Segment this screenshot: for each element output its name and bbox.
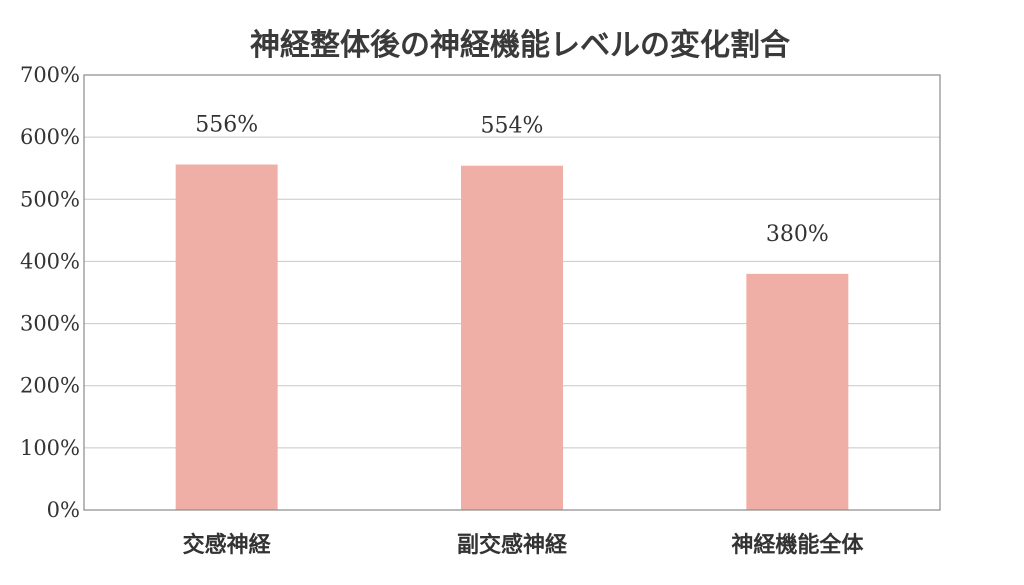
data-label-layer: 556% 554% 380%	[195, 112, 829, 246]
y-tick-label: 400%	[20, 249, 80, 273]
y-tick-label: 700%	[20, 63, 80, 87]
y-tick-label: 200%	[20, 374, 80, 398]
y-tick-label: 0%	[47, 498, 80, 522]
bar	[746, 273, 849, 510]
bar-layer	[175, 164, 849, 510]
chart-title: 神経整体後の神経機能レベルの変化割合	[250, 28, 790, 63]
bar	[461, 165, 563, 510]
y-axis: 0% 100% 200% 300% 400% 500% 600% 700%	[20, 63, 80, 522]
y-tick-label: 100%	[20, 436, 80, 460]
x-category-label: 副交感神経	[457, 532, 568, 558]
x-category-label: 神経機能全体	[731, 532, 864, 558]
data-label: 380%	[766, 222, 829, 247]
data-label: 554%	[481, 114, 544, 139]
y-tick-label: 300%	[20, 312, 80, 336]
y-tick-label: 600%	[20, 125, 80, 149]
x-axis: 交感神経 副交感神経 神経機能全体	[183, 532, 865, 558]
x-category-label: 交感神経	[183, 532, 272, 558]
data-label: 556%	[195, 112, 258, 137]
y-tick-label: 500%	[20, 187, 80, 211]
bar	[175, 164, 278, 510]
plot-frame	[83, 74, 941, 511]
